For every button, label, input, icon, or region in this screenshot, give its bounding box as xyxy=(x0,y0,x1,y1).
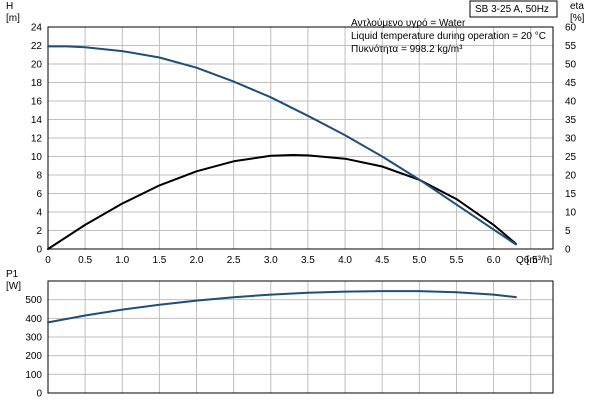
x-tick-label: 1.5 xyxy=(152,255,166,266)
p1-tick-label: 100 xyxy=(25,370,42,381)
h-axis-title: H xyxy=(6,1,13,12)
main-plot-frame xyxy=(47,26,554,250)
power-plot-frame xyxy=(47,280,554,394)
x-tick-label: 4.5 xyxy=(375,255,389,266)
p1-axis-title: P1 xyxy=(6,269,19,280)
x-tick-label: 1.0 xyxy=(115,255,129,266)
x-tick-label: 6.5 xyxy=(524,255,538,266)
h-tick-label: 10 xyxy=(31,152,43,163)
p1-axis-unit: [W] xyxy=(6,281,21,292)
annotation-liquid: Αντλούμενο υγρό = Water xyxy=(351,17,466,29)
p1-tick-label: 200 xyxy=(25,351,42,362)
eta-curve xyxy=(47,154,517,250)
p1-curve xyxy=(47,290,517,324)
p1-tick-label: 500 xyxy=(25,295,42,306)
x-tick-label: 2.0 xyxy=(190,255,204,266)
eta-tick-label: 10 xyxy=(565,208,577,219)
h-tick-label: 6 xyxy=(36,189,42,200)
h-tick-label: 8 xyxy=(36,171,42,182)
h-tick-label: 18 xyxy=(31,78,43,89)
eta-tick-label: 50 xyxy=(565,60,577,71)
h-tick-label: 12 xyxy=(31,134,43,145)
pump-tag-box xyxy=(469,0,558,18)
x-tick-label: 5.5 xyxy=(450,255,464,266)
eta-tick-label: 35 xyxy=(565,115,577,126)
h-tick-label: 14 xyxy=(31,115,43,126)
q-axis-title: Q [m³/h] xyxy=(516,255,552,266)
h-axis-unit: [m] xyxy=(6,13,20,24)
h-tick-label: 20 xyxy=(31,60,43,71)
p1-tick-label: 400 xyxy=(25,314,42,325)
head-curve xyxy=(47,45,517,246)
pump-tag: SB 3-25 A, 50Hz xyxy=(475,4,549,15)
eta-tick-label: 55 xyxy=(565,41,577,52)
h-tick-label: 24 xyxy=(31,23,43,34)
eta-tick-label: 20 xyxy=(565,171,577,182)
power-grid xyxy=(47,281,553,394)
x-tick-label: 2.5 xyxy=(227,255,241,266)
eta-tick-label: 45 xyxy=(565,78,577,89)
p1-tick-label: 0 xyxy=(36,389,42,400)
x-tick-label: 6.0 xyxy=(487,255,501,266)
h-tick-label: 4 xyxy=(36,208,42,219)
h-tick-label: 2 xyxy=(36,226,42,237)
eta-tick-label: 5 xyxy=(565,226,571,237)
eta-axis-title: eta xyxy=(570,1,584,12)
main-grid xyxy=(47,26,553,250)
h-tick-label: 16 xyxy=(31,97,43,108)
eta-tick-label: 40 xyxy=(565,97,577,108)
annotation-temperature: Liquid temperature during operation = 20… xyxy=(351,31,546,42)
h-tick-label: 22 xyxy=(31,41,43,52)
x-tick-label: 0 xyxy=(45,255,51,266)
eta-tick-label: 30 xyxy=(565,134,577,145)
eta-tick-label: 0 xyxy=(565,245,571,256)
eta-tick-label: 25 xyxy=(565,152,577,163)
annotation-density: Πυκνότητα = 998.2 kg/m³ xyxy=(351,43,463,55)
tick-labels: 0 0.5 1.0 1.5 2.0 2.5 3.0 3.5 4.0 4.5 5.0 5.5 6.0 6.5… xyxy=(25,23,576,400)
eta-tick-label: 15 xyxy=(565,189,577,200)
eta-tick-label: 60 xyxy=(565,23,577,34)
x-tick-label: 3.0 xyxy=(264,255,278,266)
series-layer xyxy=(47,45,517,324)
x-tick-label: 4.0 xyxy=(338,255,352,266)
eta-axis-unit: [%] xyxy=(570,13,585,24)
x-tick-label: 3.5 xyxy=(301,255,315,266)
h-tick-label: 0 xyxy=(36,245,42,256)
x-tick-label: 5.0 xyxy=(412,255,426,266)
p1-tick-label: 300 xyxy=(25,333,42,344)
x-tick-label: 0.5 xyxy=(78,255,92,266)
